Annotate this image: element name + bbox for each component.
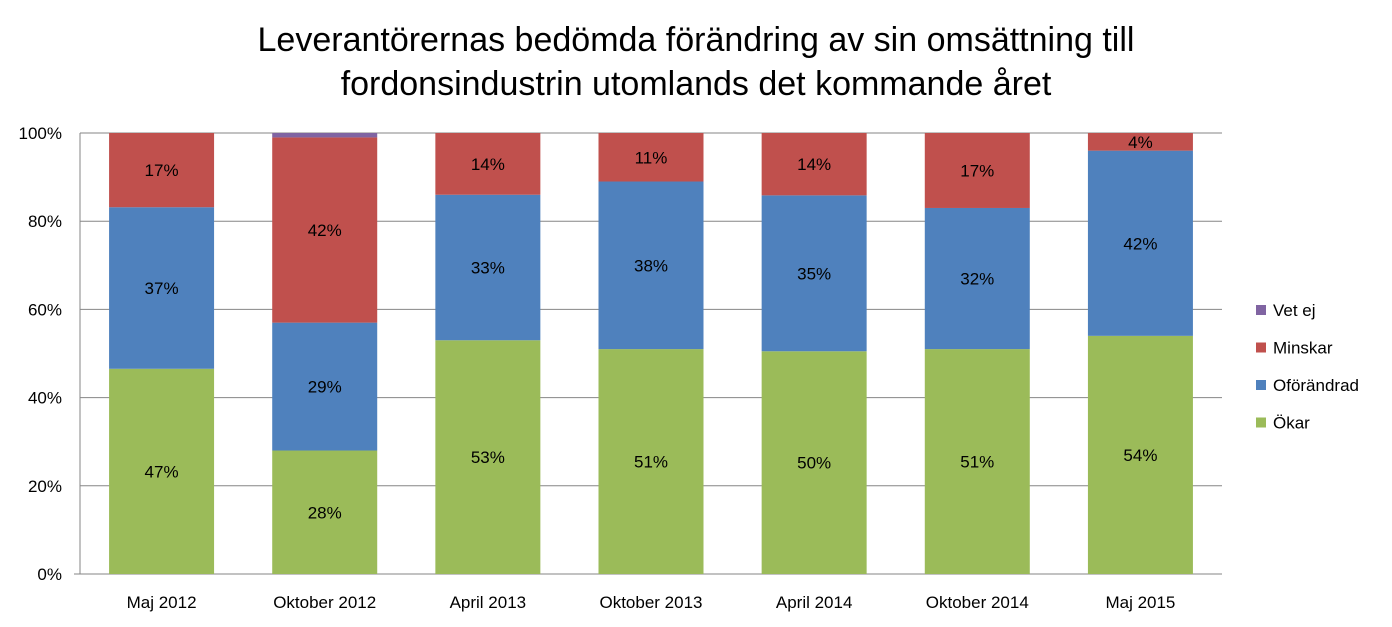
x-tick-label: Oktober 2012 [273,593,376,612]
x-tick-label: Maj 2015 [1105,593,1175,612]
bar-segment [1087,150,1193,336]
legend-swatch [1256,305,1266,315]
bar-segment [435,340,541,574]
chart-title-line-2: fordonsindustrin utomlands det kommande … [340,65,1052,103]
bar-segment [109,207,215,369]
data-label: 54% [1123,446,1157,465]
bar-segment [924,133,1030,208]
data-label: 38% [634,256,668,275]
y-tick-label: 80% [28,212,62,231]
bar-segment [761,133,867,196]
data-label: 17% [960,161,994,180]
bar-segment [761,351,867,574]
data-label: 47% [145,462,179,481]
data-label: 33% [471,259,505,278]
bar-segment [272,133,378,138]
y-tick-label: 100% [19,124,62,143]
x-tick-label: April 2014 [776,593,853,612]
data-label: 37% [145,279,179,298]
data-label: 4% [1128,133,1153,152]
x-tick-label: Maj 2012 [127,593,197,612]
bar-segment [272,137,378,323]
y-tick-label: 20% [28,477,62,496]
legend-swatch [1256,380,1266,390]
bar-segment [761,195,867,352]
data-label: 35% [797,264,831,283]
data-label: 32% [960,270,994,289]
data-label: 51% [634,453,668,472]
chart-title: Leverantörernas bedömda förändring av si… [0,18,1392,106]
legend-label: Oförändrad [1273,376,1359,395]
bar-segment [435,194,541,341]
legend-swatch [1256,417,1266,428]
legend-label: Ökar [1273,414,1310,433]
bar-segment [598,133,704,182]
bar-segment [1087,133,1193,151]
bar-segment [272,322,378,451]
data-label: 53% [471,448,505,467]
bar-segment [109,368,215,574]
x-tick-label: Oktober 2014 [926,593,1029,612]
data-label: 14% [471,155,505,174]
data-label: 17% [145,161,179,180]
data-label: 28% [308,503,342,522]
data-label: 50% [797,454,831,473]
data-label: 11% [635,148,668,167]
bar-segment [598,349,704,574]
bar-segment [598,181,704,350]
data-label: 42% [308,221,342,240]
data-label: 51% [960,453,994,472]
chart-title-line-1: Leverantörernas bedömda förändring av si… [257,21,1135,59]
x-tick-label: April 2013 [450,593,527,612]
y-tick-label: 0% [37,565,62,584]
legend-label: Vet ej [1273,301,1316,320]
bar-segment [924,207,1030,350]
y-tick-label: 60% [28,300,62,319]
bar-segment [435,133,541,195]
bar-segment [272,450,378,574]
bar-segment [924,349,1030,574]
x-tick-label: Oktober 2013 [599,593,702,612]
bar-segment [1087,335,1193,574]
data-label: 42% [1123,234,1157,253]
bar-segment [109,133,215,208]
data-label: 14% [797,155,831,174]
data-label: 29% [308,378,342,397]
y-tick-label: 40% [28,389,62,408]
legend-label: Minskar [1273,339,1333,358]
legend-swatch [1256,342,1266,353]
